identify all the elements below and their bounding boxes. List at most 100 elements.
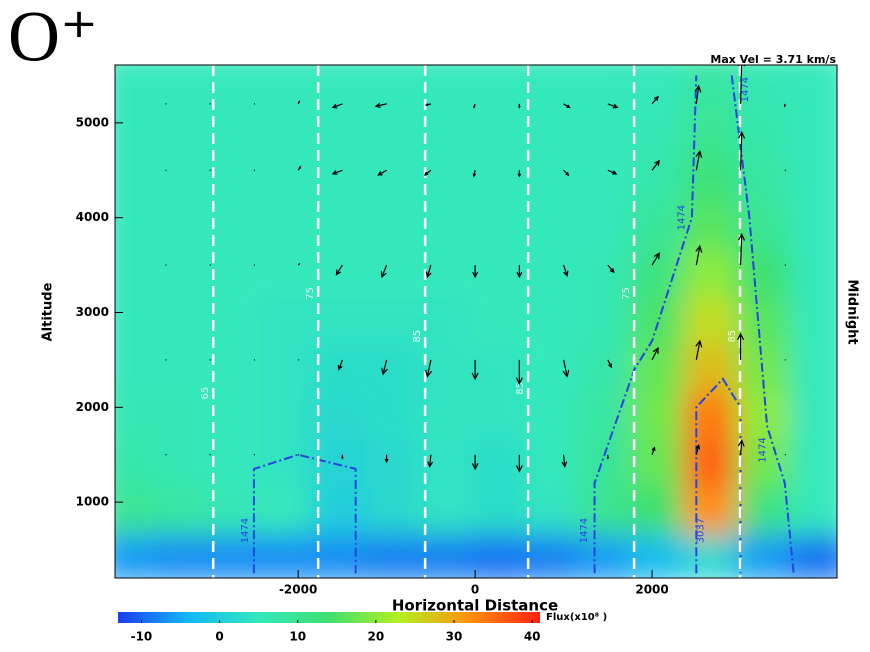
- heat-cell: [205, 289, 267, 345]
- velocity-vector: [380, 264, 388, 279]
- velocity-vector: [695, 443, 701, 455]
- heat-cell: [471, 194, 533, 251]
- velocity-vector: [738, 65, 746, 104]
- heat-cell: [152, 479, 214, 535]
- heat-cell: [364, 384, 427, 440]
- heat-cell: [630, 65, 692, 108]
- heat-cell: [152, 289, 214, 345]
- heat-cell: [205, 147, 267, 203]
- heat-cell: [683, 99, 745, 156]
- heat-cell: [115, 65, 161, 108]
- heat-cell: [115, 242, 161, 298]
- heat-cell: [683, 479, 745, 535]
- heat-cell: [683, 431, 745, 488]
- heat-cell: [311, 242, 373, 298]
- heat-cell: [577, 194, 639, 251]
- velocity-vector: [517, 170, 522, 178]
- heat-cell: [630, 431, 692, 488]
- heat-cell: [630, 194, 692, 251]
- heat-cell: [418, 147, 480, 203]
- velocity-vector: [337, 359, 343, 371]
- heat-cell: [524, 289, 586, 345]
- colorbar-tick-label: 40: [524, 630, 541, 644]
- heat-cell: [789, 99, 837, 156]
- colorbar-tick-label: 30: [446, 630, 463, 644]
- heat-cell: [205, 336, 267, 393]
- heat-cell: [115, 431, 161, 488]
- heat-cell: [364, 147, 427, 203]
- velocity-vector: [335, 264, 343, 276]
- heat-cell: [630, 289, 692, 345]
- annotation: Max Vel = 3.71 km/s: [710, 53, 836, 66]
- velocity-vector: [341, 454, 344, 460]
- contour-vline-label: 85: [727, 330, 738, 343]
- heat-cell: [630, 99, 692, 156]
- velocity-vector: [425, 264, 432, 279]
- contour-vline-label: 65: [200, 387, 211, 400]
- heat-cell: [115, 526, 161, 578]
- velocity-vector: [384, 454, 389, 464]
- colorbar: [118, 612, 540, 623]
- heat-cell: [311, 526, 373, 578]
- heat-cell: [258, 147, 320, 203]
- heat-cell: [311, 384, 373, 440]
- heat-cell: [205, 242, 267, 298]
- velocity-vector: [424, 103, 432, 107]
- heat-cell: [471, 384, 533, 440]
- contour-vline-label: 75: [305, 287, 316, 300]
- heat-cell: [524, 526, 586, 578]
- velocity-vector: [783, 103, 786, 108]
- contour-label: 3037: [696, 518, 707, 543]
- contour-label: 1474: [758, 437, 769, 462]
- heat-cell: [258, 289, 320, 345]
- velocity-vector: [563, 264, 569, 278]
- heat-cell: [471, 526, 533, 578]
- heat-cell: [418, 242, 480, 298]
- heat-cell: [577, 99, 639, 156]
- velocity-vector: [518, 103, 521, 109]
- plot-frame: [114, 64, 838, 579]
- heat-cell: [630, 242, 692, 298]
- heat-cell: [152, 99, 214, 156]
- colorbar-tick-label: 20: [368, 630, 385, 644]
- velocity-vector: [473, 103, 476, 109]
- heat-cell: [115, 147, 161, 203]
- chart-title: O⁺: [8, 0, 98, 77]
- velocity-vector: [425, 359, 432, 378]
- heat-cell: [683, 242, 745, 298]
- heat-cell: [789, 526, 837, 578]
- velocity-vector: [651, 346, 659, 361]
- velocity-vector: [471, 359, 479, 381]
- heat-cell: [736, 99, 798, 156]
- heat-cell: [152, 147, 214, 203]
- velocity-vector: [515, 359, 523, 385]
- heatmap: [115, 65, 837, 578]
- heat-cell: [577, 65, 639, 108]
- heat-cell: [736, 336, 798, 393]
- heat-cell: [471, 479, 533, 535]
- velocity-vector: [561, 454, 568, 468]
- contour-vline-label: 85: [412, 330, 423, 343]
- heat-cell: [577, 147, 639, 203]
- heat-cell: [258, 99, 320, 156]
- heat-cell: [115, 336, 161, 393]
- heat-cell: [471, 65, 533, 108]
- heat-cell: [471, 242, 533, 298]
- velocity-vector: [607, 169, 618, 175]
- velocity-vector: [607, 359, 612, 369]
- heat-cell: [364, 526, 427, 578]
- velocity-vector: [738, 130, 746, 171]
- heat-cell: [258, 479, 320, 535]
- velocity-vector: [694, 84, 702, 104]
- velocity-vector: [737, 439, 745, 455]
- velocity-vector: [331, 169, 343, 175]
- velocity-vector: [515, 454, 523, 473]
- heat-cell: [577, 479, 639, 535]
- heat-cell: [364, 289, 427, 345]
- velocity-vector: [331, 103, 343, 109]
- heat-cell: [364, 336, 427, 393]
- heat-cell: [683, 194, 745, 251]
- colorbar-tick-label: -10: [131, 630, 153, 644]
- heat-cell: [258, 242, 320, 298]
